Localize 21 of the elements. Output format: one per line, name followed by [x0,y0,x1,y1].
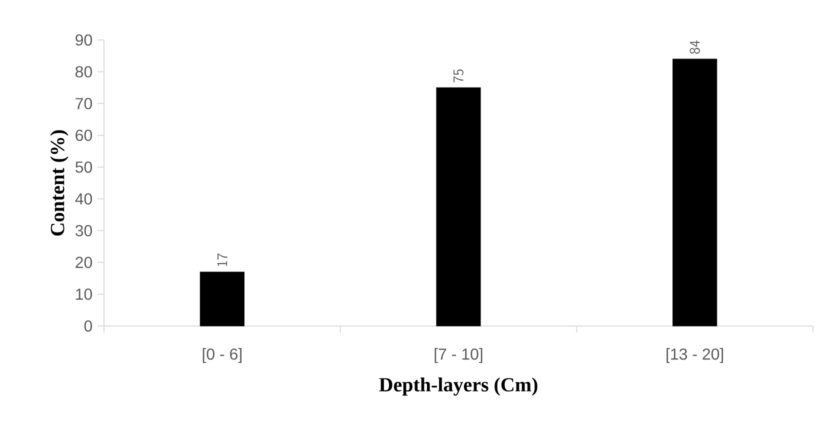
bar [672,58,718,326]
x-axis-title: Depth-layers (Cm) [379,377,538,396]
y-tick-label: 30 [75,225,92,236]
y-tick-label: 40 [75,193,92,205]
x-tick-label: [0 - 6] [202,348,242,363]
data-label: 75 [454,69,464,82]
data-label: 17 [217,254,228,266]
y-tick-label: 70 [76,98,92,110]
data-label: 84 [690,40,700,54]
x-tick-label: [7 - 10] [434,348,482,363]
y-tick-label: 20 [76,256,92,268]
y-tick-label: 10 [76,288,92,300]
x-tick-label: [13 - 20] [666,348,724,363]
y-tick-label: 80 [76,66,92,78]
y-axis-title: Content (%) [50,130,68,236]
bar [200,272,244,326]
y-tick-label: 90 [76,34,92,46]
bar [436,87,481,326]
y-tick-label: 60 [76,130,92,141]
y-tick-label: 0 [84,320,92,332]
y-tick-label: 50 [75,161,92,173]
